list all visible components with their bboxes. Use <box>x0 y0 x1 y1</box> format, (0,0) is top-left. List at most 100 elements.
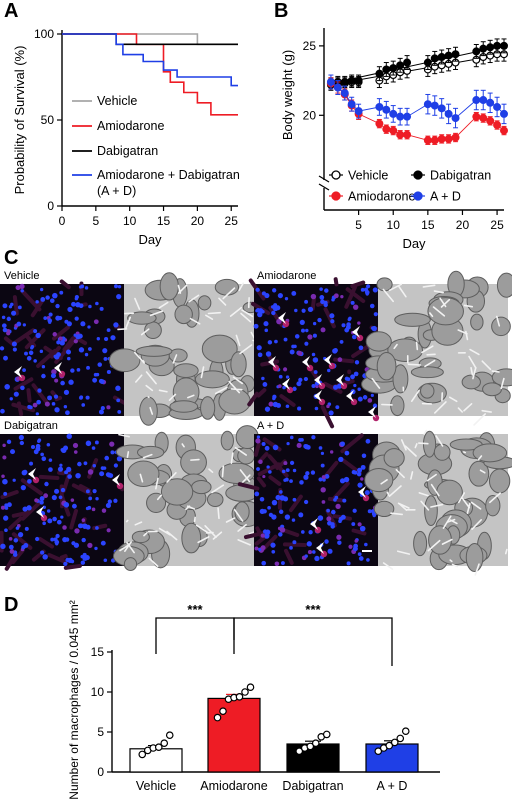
data-point <box>500 109 509 118</box>
nucleus <box>301 308 306 313</box>
nucleus <box>54 407 60 413</box>
nucleus <box>106 472 112 478</box>
septum-highlight <box>118 433 130 438</box>
nucleus <box>281 469 286 474</box>
x-tick-label: 5 <box>355 218 362 232</box>
legend-label: Vehicle <box>348 169 388 183</box>
nucleus <box>270 542 276 548</box>
nucleus <box>267 505 271 510</box>
category-label: Vehicle <box>136 779 176 793</box>
septum-highlight <box>189 317 201 325</box>
nucleus <box>271 499 278 506</box>
y-tick-label: 10 <box>91 685 105 699</box>
tissue-strand <box>30 298 45 318</box>
septum-highlight <box>237 539 251 546</box>
nucleus <box>106 328 111 332</box>
tissue-strand <box>51 325 70 341</box>
replicate-point <box>235 693 244 701</box>
nucleus <box>52 332 57 337</box>
septum-highlight <box>133 351 146 364</box>
alveolus <box>485 495 501 517</box>
nucleus <box>3 355 8 361</box>
septum-highlight <box>463 304 474 308</box>
septum-highlight <box>382 562 394 570</box>
nucleus <box>312 357 319 363</box>
panel-letter-c: C <box>4 247 19 269</box>
nucleus <box>62 525 67 530</box>
data-point <box>493 102 502 111</box>
nucleus <box>37 439 41 444</box>
nucleus <box>86 365 90 370</box>
nucleus <box>2 443 6 448</box>
alveolus <box>230 351 247 378</box>
alveolus <box>200 396 216 420</box>
alveolus <box>139 396 158 426</box>
nucleus <box>0 505 6 510</box>
septum-highlight <box>119 544 129 552</box>
nucleus <box>314 406 319 411</box>
nucleus <box>311 435 316 440</box>
nucleus <box>272 444 279 451</box>
septum-highlight <box>433 401 447 414</box>
panel-letter-b: B <box>274 0 289 22</box>
data-point <box>375 119 384 128</box>
nucleus <box>294 308 298 313</box>
nucleus <box>255 438 261 444</box>
nucleus <box>301 530 305 534</box>
survival-line-3 <box>62 33 238 87</box>
nucleus <box>40 296 46 302</box>
nucleus <box>3 515 9 521</box>
nucleus <box>8 537 13 541</box>
tissue-strand <box>20 478 43 496</box>
data-point <box>444 109 453 118</box>
tissue-strand <box>54 340 75 364</box>
tissue-strand <box>237 482 260 491</box>
nucleus <box>8 304 13 309</box>
arrowhead-icon <box>324 354 332 366</box>
nucleus <box>298 512 304 518</box>
tissue-strand <box>69 508 78 530</box>
nucleus <box>272 288 277 293</box>
nucleus <box>74 528 80 534</box>
nucleus <box>350 374 355 380</box>
arrowhead-icon <box>368 406 376 418</box>
nucleus <box>47 518 53 524</box>
septum-highlight <box>225 517 236 523</box>
tissue-strand <box>38 474 60 480</box>
alveolus <box>206 492 224 508</box>
nucleus <box>268 470 272 474</box>
nucleus <box>340 294 344 299</box>
septum-highlight <box>473 413 487 426</box>
data-point <box>444 51 453 60</box>
nucleus <box>352 508 357 513</box>
nucleus <box>299 480 304 485</box>
septum-highlight <box>380 478 388 485</box>
nucleus <box>44 481 49 487</box>
septum-highlight <box>155 477 159 490</box>
nucleus <box>84 286 89 290</box>
data-point <box>354 107 363 116</box>
nucleus <box>289 479 293 483</box>
septum-highlight <box>415 341 419 351</box>
nucleus <box>95 372 100 377</box>
replicate-point <box>311 739 320 748</box>
nucleus <box>357 522 362 527</box>
data-point <box>500 126 509 135</box>
nucleus <box>284 477 289 482</box>
septum-highlight <box>239 469 251 483</box>
nucleus <box>364 290 370 295</box>
tissue-strand <box>59 279 71 290</box>
nucleus <box>47 395 53 401</box>
nucleus <box>70 368 75 373</box>
nucleus <box>43 493 49 499</box>
septum-highlight <box>207 311 221 315</box>
tissue-strand <box>351 528 367 536</box>
septum-highlight <box>158 389 168 393</box>
septum-highlight <box>418 492 429 497</box>
nucleus <box>24 526 29 531</box>
tissue-strand <box>351 343 371 359</box>
nucleus <box>292 540 297 545</box>
nucleus <box>256 435 261 439</box>
septum-highlight <box>230 388 243 391</box>
survival-line-2 <box>62 33 238 46</box>
